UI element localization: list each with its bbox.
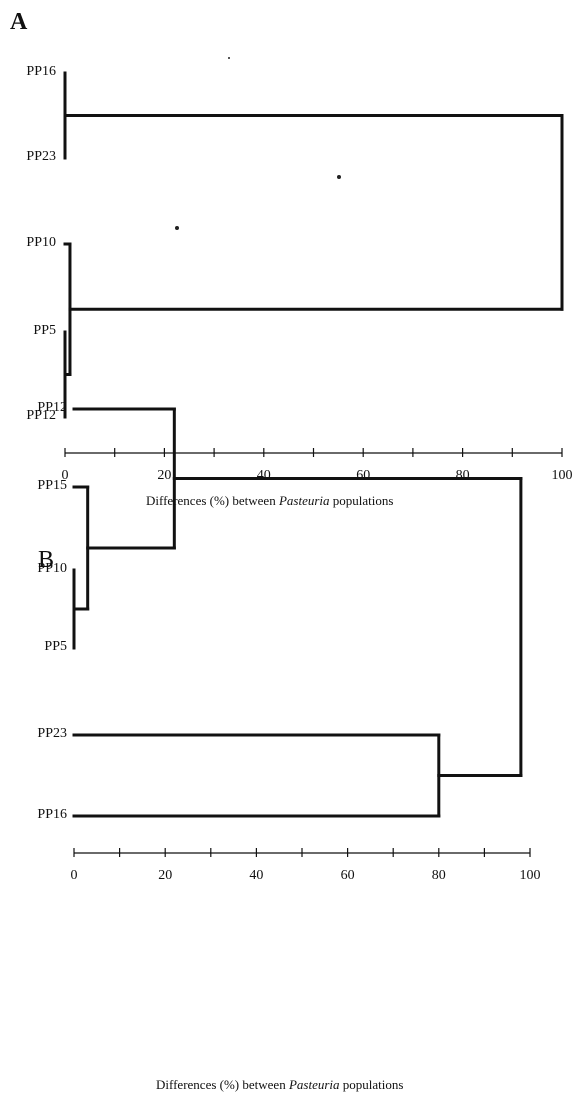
axis-title-prefix: Differences (%) between — [156, 1077, 289, 1092]
axis-title-prefix: Differences (%) between — [146, 493, 279, 508]
x-tick-label: 100 — [552, 468, 573, 483]
panel-a-axis-title: Differences (%) between Pasteuria popula… — [146, 493, 393, 509]
x-tick-label: 80 — [432, 868, 446, 883]
leaf-label: PP10 — [37, 561, 67, 576]
leaf-label: PP23 — [26, 149, 56, 164]
x-tick-label: 80 — [456, 468, 470, 483]
panel-b-axis-title: Differences (%) between Pasteuria popula… — [156, 1077, 403, 1093]
x-tick-label: 20 — [157, 468, 171, 483]
axis-title-suffix: populations — [339, 1077, 404, 1092]
x-tick-label: 60 — [356, 468, 370, 483]
leaf-label: PP12 — [37, 400, 67, 415]
axis-title-italic: Pasteuria — [278, 493, 330, 508]
leaf-label: PP12 — [26, 408, 56, 423]
x-tick-label: 40 — [257, 468, 271, 483]
x-tick-label: 60 — [341, 868, 355, 883]
leaf-label: PP10 — [26, 235, 56, 250]
leaf-label: PP5 — [44, 639, 67, 654]
x-tick-label: 20 — [158, 868, 172, 883]
axis-title-italic: Pasteuria — [288, 1077, 340, 1092]
scan-speck — [228, 57, 230, 59]
x-tick-label: 0 — [62, 468, 69, 483]
leaf-label: PP16 — [37, 807, 67, 822]
panel-a-letter: A — [10, 9, 28, 35]
panel-b-letter: B — [38, 547, 55, 573]
scan-speck — [337, 175, 341, 179]
x-tick-label: 40 — [249, 868, 263, 883]
scan-speck — [175, 226, 179, 230]
axis-title-suffix: populations — [329, 493, 394, 508]
x-tick-label: 100 — [520, 868, 541, 883]
leaf-label: PP15 — [37, 478, 67, 493]
leaf-label: PP5 — [33, 323, 56, 338]
leaf-label: PP23 — [37, 726, 67, 741]
x-tick-label: 0 — [71, 868, 78, 883]
leaf-label: PP16 — [26, 64, 56, 79]
